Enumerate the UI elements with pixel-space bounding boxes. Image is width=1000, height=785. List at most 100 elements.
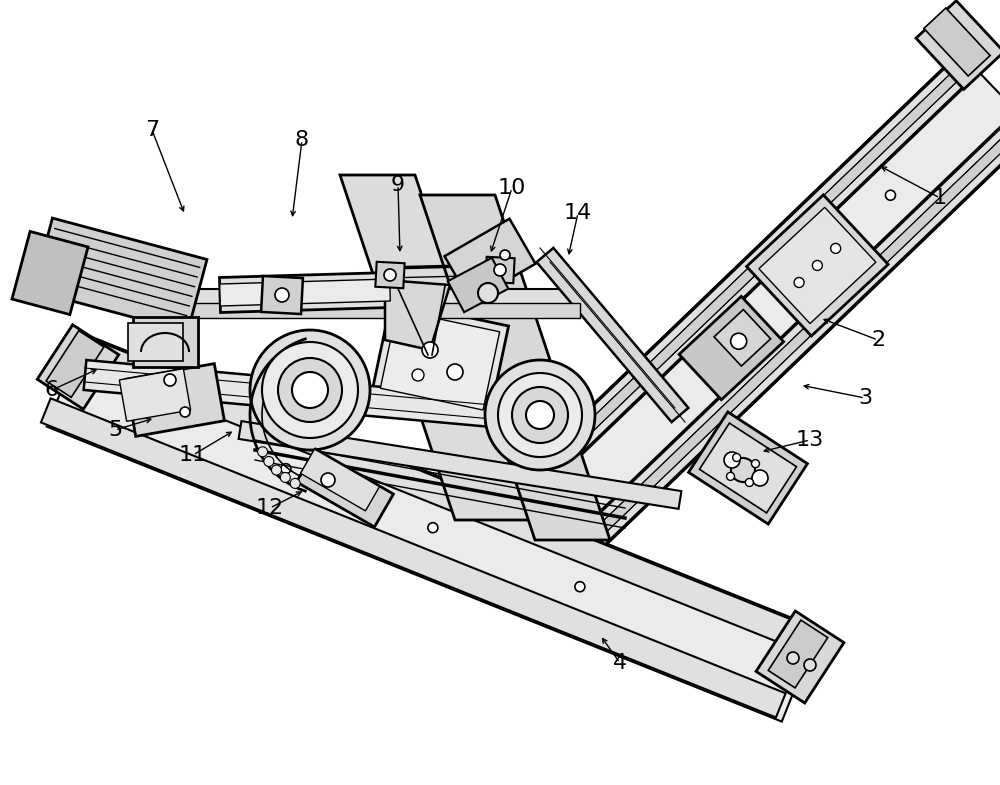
- Circle shape: [292, 372, 328, 408]
- Polygon shape: [47, 334, 819, 721]
- Polygon shape: [592, 119, 1000, 539]
- Circle shape: [447, 364, 463, 380]
- Circle shape: [500, 250, 510, 260]
- Circle shape: [281, 464, 291, 473]
- Polygon shape: [679, 297, 784, 400]
- Polygon shape: [747, 195, 888, 336]
- Circle shape: [575, 582, 585, 592]
- Text: 2: 2: [871, 330, 885, 350]
- Polygon shape: [537, 248, 688, 422]
- Polygon shape: [297, 449, 393, 527]
- Circle shape: [713, 356, 723, 366]
- Polygon shape: [165, 289, 580, 311]
- Circle shape: [831, 243, 841, 254]
- Text: 12: 12: [256, 498, 284, 518]
- Polygon shape: [531, 53, 979, 484]
- Polygon shape: [537, 58, 973, 479]
- Circle shape: [799, 273, 809, 283]
- Circle shape: [733, 454, 741, 462]
- Circle shape: [321, 473, 335, 487]
- Polygon shape: [301, 449, 379, 511]
- Polygon shape: [385, 280, 450, 350]
- Polygon shape: [592, 119, 1000, 539]
- Circle shape: [752, 470, 768, 486]
- Polygon shape: [537, 58, 973, 479]
- Circle shape: [885, 190, 895, 200]
- Circle shape: [724, 452, 740, 468]
- Text: 6: 6: [45, 380, 59, 400]
- Text: 8: 8: [295, 130, 309, 150]
- Polygon shape: [592, 119, 1000, 539]
- Polygon shape: [132, 317, 198, 367]
- Circle shape: [485, 360, 595, 470]
- Polygon shape: [220, 279, 390, 306]
- Text: 7: 7: [145, 120, 159, 140]
- Circle shape: [512, 387, 568, 443]
- Polygon shape: [119, 369, 191, 422]
- Circle shape: [727, 473, 735, 480]
- Circle shape: [290, 478, 300, 488]
- Polygon shape: [128, 323, 182, 361]
- Polygon shape: [586, 112, 1000, 545]
- Text: 14: 14: [564, 203, 592, 223]
- Polygon shape: [689, 412, 807, 524]
- Polygon shape: [445, 219, 535, 301]
- Polygon shape: [340, 175, 530, 520]
- Circle shape: [804, 659, 816, 671]
- Polygon shape: [126, 363, 224, 436]
- Circle shape: [478, 283, 498, 303]
- Polygon shape: [80, 338, 825, 657]
- Circle shape: [262, 342, 358, 438]
- Polygon shape: [46, 330, 104, 397]
- Polygon shape: [768, 620, 828, 688]
- Polygon shape: [916, 1, 1000, 89]
- Polygon shape: [756, 611, 844, 703]
- Circle shape: [278, 358, 342, 422]
- Polygon shape: [530, 52, 980, 485]
- Polygon shape: [714, 309, 771, 366]
- Circle shape: [498, 373, 582, 457]
- Polygon shape: [537, 58, 973, 479]
- Circle shape: [494, 264, 506, 276]
- Circle shape: [745, 479, 753, 487]
- Polygon shape: [33, 218, 207, 332]
- Text: 13: 13: [796, 430, 824, 450]
- Text: 10: 10: [498, 178, 526, 198]
- Polygon shape: [41, 398, 786, 717]
- Circle shape: [787, 652, 799, 664]
- Polygon shape: [375, 261, 405, 288]
- Text: 5: 5: [108, 420, 122, 440]
- Polygon shape: [12, 232, 88, 315]
- Circle shape: [280, 473, 290, 483]
- Circle shape: [422, 342, 438, 358]
- Circle shape: [731, 333, 747, 349]
- Circle shape: [275, 288, 289, 302]
- Circle shape: [164, 374, 176, 386]
- Circle shape: [271, 465, 281, 475]
- Polygon shape: [587, 112, 1000, 544]
- Circle shape: [180, 407, 190, 417]
- Polygon shape: [448, 257, 508, 312]
- Polygon shape: [420, 195, 610, 540]
- Text: 1: 1: [933, 188, 947, 208]
- Polygon shape: [219, 272, 391, 312]
- Circle shape: [751, 460, 759, 468]
- Polygon shape: [530, 53, 1000, 545]
- Polygon shape: [699, 423, 797, 513]
- Circle shape: [384, 269, 396, 281]
- Polygon shape: [485, 257, 515, 283]
- Polygon shape: [759, 207, 876, 323]
- Polygon shape: [924, 8, 990, 76]
- Circle shape: [526, 401, 554, 429]
- Circle shape: [250, 330, 370, 450]
- Circle shape: [264, 456, 274, 466]
- Text: 9: 9: [391, 175, 405, 195]
- Polygon shape: [371, 301, 509, 419]
- Polygon shape: [84, 360, 581, 435]
- Circle shape: [731, 458, 755, 482]
- Polygon shape: [37, 325, 119, 409]
- Polygon shape: [239, 421, 681, 509]
- Polygon shape: [380, 310, 500, 410]
- Text: 3: 3: [858, 388, 872, 408]
- Text: 11: 11: [179, 445, 207, 465]
